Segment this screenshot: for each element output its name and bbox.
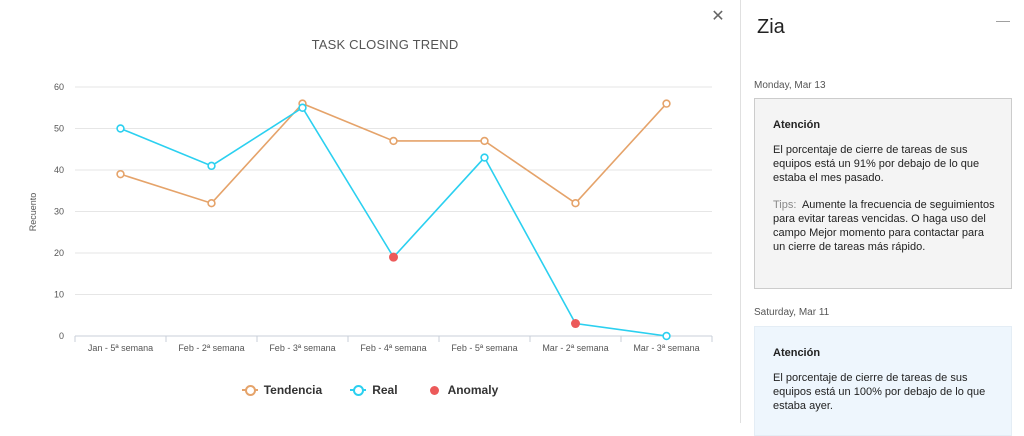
y-tick-label: 30: [54, 207, 64, 217]
data-point-tendencia: [572, 200, 579, 207]
legend-swatch-anomaly: [426, 385, 442, 395]
card-heading: Atención: [773, 347, 995, 359]
x-tick-label: Feb - 3ª semana: [269, 343, 335, 353]
legend-item-real[interactable]: Real: [350, 383, 397, 397]
entry-date: Saturday, Mar 11: [754, 307, 829, 318]
tips-text: Aumente la frecuencia de seguimientos pa…: [773, 199, 995, 253]
x-tick-label: Mar - 2ª semana: [542, 343, 608, 353]
insight-card: Atención El porcentaje de cierre de tare…: [754, 98, 1012, 289]
y-tick-label: 50: [54, 124, 64, 134]
chart-legend: Tendencia Real Anomaly: [0, 383, 740, 397]
y-tick-label: 60: [54, 82, 64, 92]
y-tick-label: 0: [59, 331, 64, 341]
chart-gridlines: [75, 87, 712, 336]
x-tick-label: Mar - 3ª semana: [633, 343, 699, 353]
zia-title: Zia: [757, 16, 785, 39]
x-tick-label: Feb - 5ª semana: [451, 343, 517, 353]
card-body: El porcentaje de cierre de tareas de sus…: [773, 143, 995, 185]
card-body: El porcentaje de cierre de tareas de sus…: [773, 371, 995, 413]
data-point-real: [117, 125, 124, 132]
x-tick-label: Feb - 2ª semana: [178, 343, 244, 353]
series-line-tendencia: [121, 104, 667, 204]
insight-card: Atención El porcentaje de cierre de tare…: [754, 326, 1012, 436]
data-point-tendencia: [481, 138, 488, 145]
legend-swatch-tendencia: [242, 385, 258, 395]
line-chart: 0 10 20 30 40 50 60 Jan - 5ª semana Feb - 2ª se…: [0, 0, 740, 380]
zia-panel: Zia — Monday, Mar 13 Atención El porcent…: [741, 0, 1024, 423]
legend-swatch-real: [350, 385, 366, 395]
y-axis-ticks: 0 10 20 30 40 50 60: [54, 82, 64, 341]
card-heading: Atención: [773, 119, 995, 131]
anomaly-point: [572, 320, 580, 328]
x-tick-label: Jan - 5ª semana: [88, 343, 153, 353]
data-point-real: [208, 162, 215, 169]
y-tick-label: 10: [54, 290, 64, 300]
minimize-icon[interactable]: —: [996, 12, 1010, 28]
legend-item-tendencia[interactable]: Tendencia: [242, 383, 322, 397]
y-tick-label: 20: [54, 248, 64, 258]
legend-label: Real: [372, 383, 397, 397]
entry-date: Monday, Mar 13: [754, 80, 826, 91]
legend-label: Tendencia: [264, 383, 322, 397]
y-axis-label: Recuento: [28, 193, 38, 232]
tips-label: Tips:: [773, 199, 796, 211]
chart-pane: ✕ TASK CLOSING TREND 0 10 20 30 40 50 60 Jan -…: [0, 0, 740, 423]
x-axis-ticks: Jan - 5ª semana Feb - 2ª semana Feb - 3ª s…: [75, 336, 712, 353]
data-point-tendencia: [208, 200, 215, 207]
anomaly-point: [390, 253, 398, 261]
data-point-real: [299, 104, 306, 111]
data-point-tendencia: [117, 171, 124, 178]
chart-series: [117, 100, 670, 339]
data-point-real: [663, 333, 670, 340]
data-point-tendencia: [390, 138, 397, 145]
x-tick-label: Feb - 4ª semana: [360, 343, 426, 353]
legend-item-anomaly[interactable]: Anomaly: [426, 383, 499, 397]
data-point-tendencia: [663, 100, 670, 107]
data-point-real: [481, 154, 488, 161]
legend-label: Anomaly: [448, 383, 499, 397]
card-tips: Tips: Aumente la frecuencia de seguimien…: [773, 198, 995, 254]
y-tick-label: 40: [54, 165, 64, 175]
